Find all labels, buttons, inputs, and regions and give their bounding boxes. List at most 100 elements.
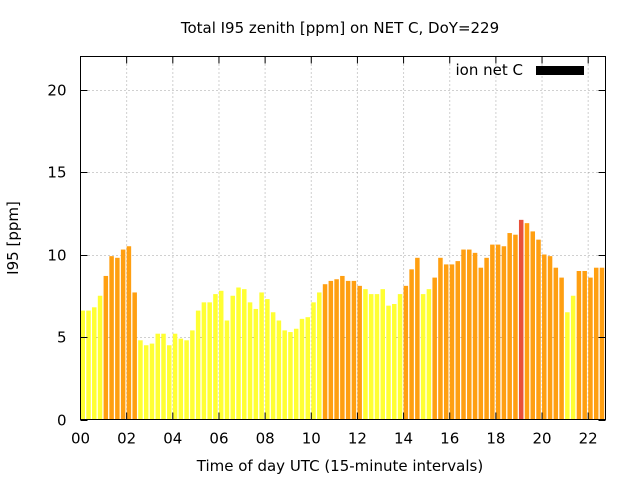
bar — [351, 280, 357, 420]
bar — [115, 257, 120, 420]
bar — [299, 318, 305, 420]
bar — [449, 264, 455, 420]
bar — [86, 310, 91, 420]
x-tick-label: 00 — [71, 430, 90, 448]
bar — [472, 252, 478, 420]
bar — [507, 233, 512, 420]
bar — [536, 239, 541, 420]
bar — [576, 271, 582, 420]
bar — [374, 294, 380, 420]
bar — [363, 289, 368, 420]
y-axis-label: I95 [ppm] — [4, 201, 22, 275]
bar-series — [80, 219, 605, 420]
bar — [317, 292, 322, 420]
bar — [426, 289, 432, 420]
bar — [397, 294, 403, 420]
bar — [178, 338, 184, 420]
bar — [582, 271, 587, 420]
x-tick-labels: 00 02 04 06 08 10 12 14 16 18 20 22 — [71, 430, 598, 448]
bar — [288, 332, 293, 420]
bar — [184, 340, 189, 420]
bar — [259, 292, 264, 420]
x-tick-label: 08 — [256, 430, 275, 448]
bar — [513, 234, 518, 420]
bar — [524, 223, 530, 420]
bar — [224, 320, 230, 420]
bar — [328, 280, 334, 420]
bar — [420, 294, 426, 420]
bar — [484, 257, 489, 420]
y-tick-label: 20 — [47, 82, 66, 100]
chart-title: Total I95 zenith [ppm] on NET C, DoY=229 — [180, 19, 499, 37]
bar — [207, 302, 212, 420]
x-tick-label: 20 — [532, 430, 551, 448]
bar — [92, 307, 97, 420]
bar — [293, 328, 299, 420]
bar — [172, 333, 178, 420]
bar — [357, 285, 362, 420]
bar — [438, 257, 443, 420]
bar — [345, 280, 351, 420]
bar — [161, 333, 166, 420]
legend-label: ion net C — [456, 61, 523, 79]
bar — [334, 279, 339, 420]
x-tick-label: 10 — [302, 430, 321, 448]
bar — [322, 284, 328, 420]
bar — [109, 256, 114, 420]
bar — [236, 287, 241, 420]
bar — [455, 261, 460, 420]
bar — [409, 269, 414, 420]
bar — [230, 295, 235, 420]
bar — [195, 310, 201, 420]
x-tick-label: 04 — [163, 430, 182, 448]
bar — [201, 302, 207, 420]
x-axis-label: Time of day UTC (15-minute intervals) — [196, 457, 483, 475]
bar — [311, 302, 316, 420]
bar — [443, 264, 449, 420]
bar — [265, 299, 270, 420]
y-tick-label: 10 — [47, 247, 66, 265]
bar — [138, 340, 143, 420]
bar — [149, 343, 155, 420]
bar — [190, 330, 195, 420]
y-tick-label: 0 — [57, 412, 67, 430]
y-tick-label: 5 — [57, 329, 67, 347]
x-tick-label: 14 — [394, 430, 413, 448]
legend: ion net C — [456, 61, 584, 79]
bar — [143, 345, 149, 420]
x-tick-label: 06 — [209, 430, 228, 448]
bar — [415, 257, 420, 420]
bar — [386, 305, 391, 420]
bar — [599, 267, 605, 420]
bar — [103, 275, 109, 420]
bar — [253, 308, 259, 420]
bar — [588, 277, 593, 420]
bar — [305, 317, 310, 420]
bar — [467, 249, 472, 420]
bar — [167, 345, 172, 420]
bar — [126, 246, 132, 420]
bar — [518, 219, 524, 420]
bar — [97, 295, 103, 420]
legend-swatch — [536, 66, 584, 75]
bar — [432, 277, 437, 420]
bar — [218, 290, 224, 420]
bar — [547, 256, 553, 420]
bar — [495, 244, 501, 420]
x-tick-label: 22 — [579, 430, 598, 448]
bar — [565, 312, 570, 420]
bar — [490, 244, 495, 420]
bar — [542, 254, 547, 420]
bar — [559, 277, 564, 420]
plot-frame — [80, 56, 606, 420]
bar — [570, 295, 576, 420]
bar — [270, 312, 276, 420]
x-tick-label: 02 — [117, 430, 136, 448]
x-tick-label: 16 — [440, 430, 459, 448]
bar — [501, 246, 507, 420]
y-tick-label: 15 — [47, 164, 66, 182]
bar — [380, 289, 385, 420]
bar — [213, 294, 218, 420]
bar — [553, 267, 559, 420]
